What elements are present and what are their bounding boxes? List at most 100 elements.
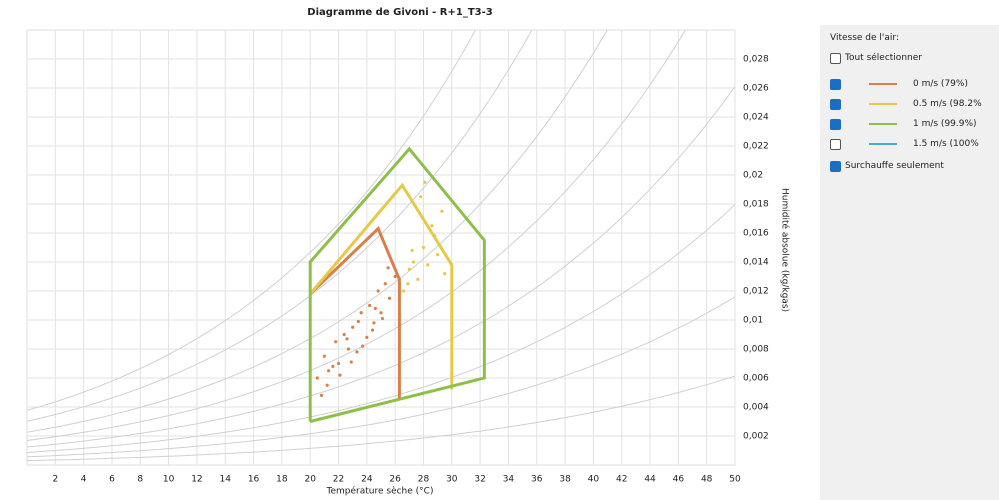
- rh-curve: [27, 204, 735, 453]
- x-axis-label: Température sèche (°C): [326, 486, 434, 497]
- x-tick-label: 38: [559, 475, 571, 485]
- x-tick-label: 14: [220, 475, 232, 485]
- data-point: [325, 383, 329, 387]
- x-tick-label: 2: [52, 475, 58, 485]
- data-point: [379, 311, 383, 315]
- y-tick-label: 0,004: [743, 403, 769, 413]
- data-point: [345, 337, 349, 341]
- checkbox[interactable]: [830, 138, 841, 150]
- data-point: [402, 289, 406, 293]
- x-tick-label: 18: [276, 475, 288, 485]
- x-tick-label: 4: [81, 475, 87, 485]
- data-point: [440, 209, 444, 213]
- data-point: [387, 296, 392, 300]
- x-tick-label: 22: [333, 475, 344, 485]
- x-tick-label: 42: [616, 475, 627, 485]
- checkbox[interactable]: [830, 160, 841, 172]
- x-tick-label: 32: [474, 475, 485, 485]
- y-tick-label: 0,022: [743, 142, 769, 152]
- y-tick-label: 0,006: [743, 374, 769, 384]
- data-point: [406, 282, 410, 286]
- data-point: [376, 289, 380, 293]
- data-point: [373, 306, 377, 310]
- y-tick-label: 0,008: [743, 345, 769, 355]
- legend-item: 1.5 m/s (100%: [830, 137, 979, 151]
- rh-curve: [27, 30, 608, 433]
- y-tick-label: 0,01: [743, 316, 763, 326]
- data-point: [349, 360, 353, 364]
- legend-label: 1.5 m/s (100%: [913, 139, 979, 149]
- data-point: [334, 340, 338, 344]
- legend-label: 1 m/s (99.9%): [913, 119, 977, 129]
- x-tick-label: 50: [729, 475, 741, 485]
- data-point: [365, 335, 369, 339]
- chart-title: Diagramme de Givoni - R+1_T3-3: [307, 7, 492, 18]
- data-point: [419, 195, 423, 199]
- legend-item: 0.5 m/s (98.2%: [830, 97, 982, 111]
- x-tick-label: 44: [644, 475, 656, 485]
- data-point: [443, 272, 447, 276]
- y-tick-label: 0,018: [743, 200, 769, 210]
- x-tick-label: 10: [163, 475, 175, 485]
- data-point: [368, 303, 372, 308]
- rh-curve: [27, 296, 735, 458]
- legend-title: Vitesse de l'air:: [830, 33, 899, 43]
- y-tick-label: 0,026: [743, 84, 769, 94]
- x-tick-label: 12: [191, 475, 202, 485]
- x-tick-label: 16: [248, 475, 260, 485]
- legend-label: 0 m/s (79%): [913, 79, 968, 89]
- comfort-zone: [308, 146, 486, 423]
- data-point: [336, 361, 341, 366]
- legend-swatch: [869, 83, 897, 85]
- rh-curve: [27, 30, 477, 411]
- data-point: [380, 316, 385, 321]
- checkbox[interactable]: [830, 78, 841, 90]
- x-tick-label: 20: [304, 475, 316, 485]
- y-tick-label: 0,016: [743, 229, 769, 239]
- checkbox[interactable]: [830, 98, 841, 110]
- data-point: [360, 344, 365, 348]
- data-point: [338, 373, 342, 377]
- x-tick-label: 34: [503, 475, 515, 485]
- data-point: [356, 319, 360, 324]
- data-point: [322, 354, 326, 358]
- chart: Diagramme de Givoni - R+1_T3-3 Températu…: [26, 7, 791, 497]
- x-tick-label: 40: [588, 475, 600, 485]
- checkbox[interactable]: [830, 52, 841, 64]
- comfort-zone: [309, 226, 401, 400]
- legend-panel: Vitesse de l'air: Tout sélectionner 0 m/s …: [820, 25, 999, 500]
- data-point: [372, 321, 376, 325]
- x-tick-label: 28: [418, 475, 430, 485]
- data-point: [436, 253, 440, 257]
- rh-curve: [27, 86, 735, 448]
- rh-curve: [27, 30, 687, 441]
- data-point: [355, 350, 359, 354]
- checkbox[interactable]: [830, 118, 841, 130]
- data-point: [315, 376, 319, 380]
- data-point: [319, 393, 324, 397]
- data-point: [383, 282, 387, 286]
- y-tick-label: 0,024: [743, 113, 769, 123]
- data-point: [421, 245, 426, 250]
- legend-swatch: [869, 143, 897, 145]
- comfort-zone: [309, 182, 454, 390]
- option: Surchauffe seulement: [830, 159, 944, 173]
- option-label: Surchauffe seulement: [845, 161, 944, 171]
- x-tick-label: 48: [701, 475, 713, 485]
- select-all-label: Tout sélectionner: [845, 53, 922, 63]
- data-point: [351, 325, 355, 329]
- data-point: [426, 263, 430, 267]
- y-tick-label: 0,014: [743, 258, 769, 268]
- y-tick-label: 0,012: [743, 287, 769, 297]
- x-tick-label: 30: [446, 475, 458, 485]
- x-tick-label: 36: [531, 475, 543, 485]
- data-point: [331, 364, 335, 368]
- data-point: [411, 260, 416, 264]
- data-point: [430, 224, 434, 228]
- y-tick-label: 0,02: [743, 171, 763, 181]
- data-point: [327, 369, 331, 373]
- data-point: [423, 180, 427, 184]
- legend-item: 1 m/s (99.9%): [830, 117, 977, 131]
- data-point: [410, 248, 414, 252]
- y-tick-label: 0,028: [743, 55, 769, 65]
